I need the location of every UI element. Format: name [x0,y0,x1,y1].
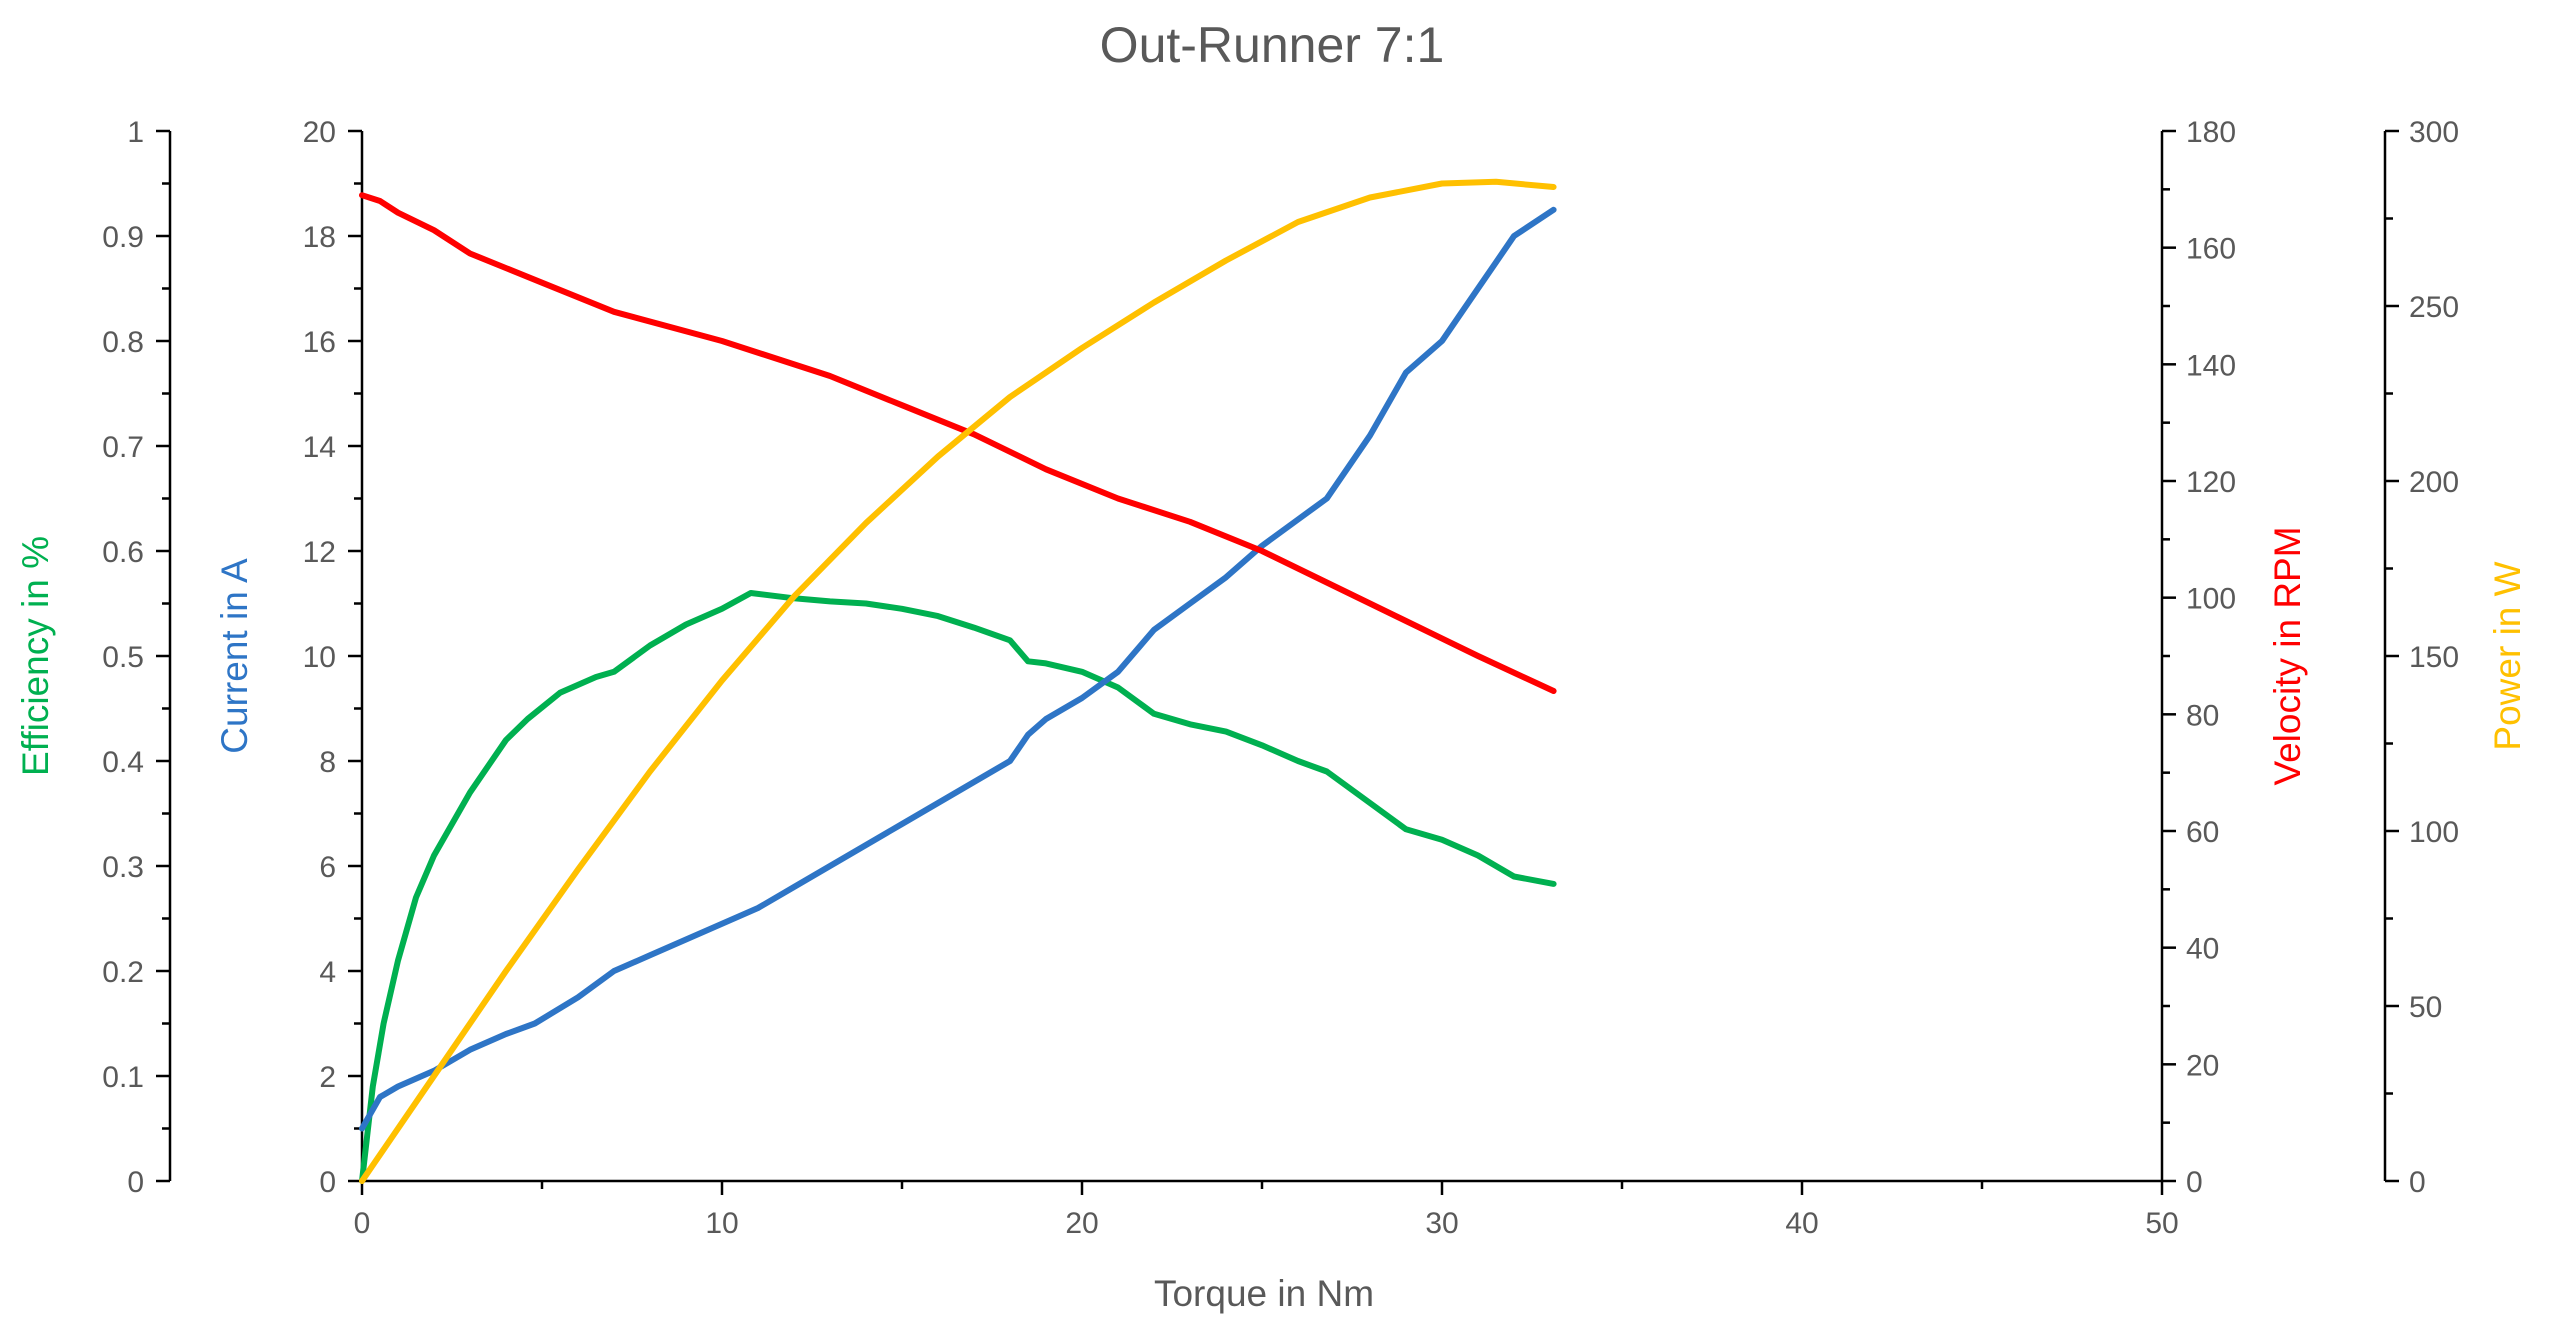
efficiency-tick-label: 1 [127,116,144,149]
power-tick-label: 200 [2409,466,2459,499]
velocity-tick-label: 0 [2186,1166,2203,1199]
velocity-tick-label: 160 [2186,233,2236,266]
efficiency-tick-label: 0.4 [102,746,144,779]
efficiency-tick-label: 0.5 [102,641,144,674]
velocity-tick-label: 80 [2186,699,2219,732]
x-tick-label: 40 [1785,1207,1818,1240]
velocity-tick-label: 40 [2186,933,2219,966]
velocity-tick-label: 100 [2186,583,2236,616]
efficiency-tick-label: 0 [127,1166,144,1199]
current-tick-label: 6 [319,851,336,884]
velocity-tick-label: 180 [2186,116,2236,149]
current-tick-label: 14 [303,431,336,464]
current-tick-label: 0 [319,1166,336,1199]
chart-title: Out-Runner 7:1 [1100,17,1445,73]
current-tick-label: 16 [303,326,336,359]
power-axis-label: Power in W [2487,561,2528,750]
efficiency-tick-label: 0.1 [102,1061,144,1094]
power-tick-label: 300 [2409,116,2459,149]
velocity-tick-label: 20 [2186,1049,2219,1082]
x-tick-label: 10 [705,1207,738,1240]
velocity-tick-label: 140 [2186,349,2236,382]
x-tick-label: 30 [1425,1207,1458,1240]
current-tick-label: 12 [303,536,336,569]
power-tick-label: 50 [2409,991,2442,1024]
current-series-line [359,206,1557,1132]
current-tick-label: 2 [319,1061,336,1094]
velocity-tick-label: 120 [2186,466,2236,499]
current-tick-label: 20 [303,116,336,149]
efficiency-tick-label: 0.3 [102,851,144,884]
current-tick-label: 18 [303,221,336,254]
current-tick-label: 8 [319,746,336,779]
efficiency-tick-label: 0.6 [102,536,144,569]
power-tick-label: 150 [2409,641,2459,674]
current-tick-label: 10 [303,641,336,674]
series-layer [359,178,1557,1184]
velocity-series-line [359,192,1557,694]
current-tick-label: 4 [319,956,336,989]
efficiency-tick-label: 0.8 [102,326,144,359]
power-tick-label: 0 [2409,1166,2426,1199]
x-axis-label: Torque in Nm [1154,1273,1374,1314]
velocity-tick-label: 60 [2186,816,2219,849]
axes: 0 10 20 30 40 5000.10.20.30.40.50.60.70.80.91… [15,116,2528,1240]
efficiency-tick-label: 0.9 [102,221,144,254]
efficiency-series-line [359,590,1557,1184]
current-axis-label: Current in A [214,558,255,754]
x-tick-label: 0 [354,1207,371,1240]
efficiency-axis-label: Efficiency in % [15,536,56,776]
efficiency-tick-label: 0.2 [102,956,144,989]
efficiency-tick-label: 0.7 [102,431,144,464]
x-tick-label: 50 [2145,1207,2178,1240]
power-tick-label: 100 [2409,816,2459,849]
x-tick-label: 20 [1065,1207,1098,1240]
power-tick-label: 250 [2409,291,2459,324]
power-series-line [359,178,1557,1184]
velocity-axis-label: Velocity in RPM [2267,526,2308,785]
